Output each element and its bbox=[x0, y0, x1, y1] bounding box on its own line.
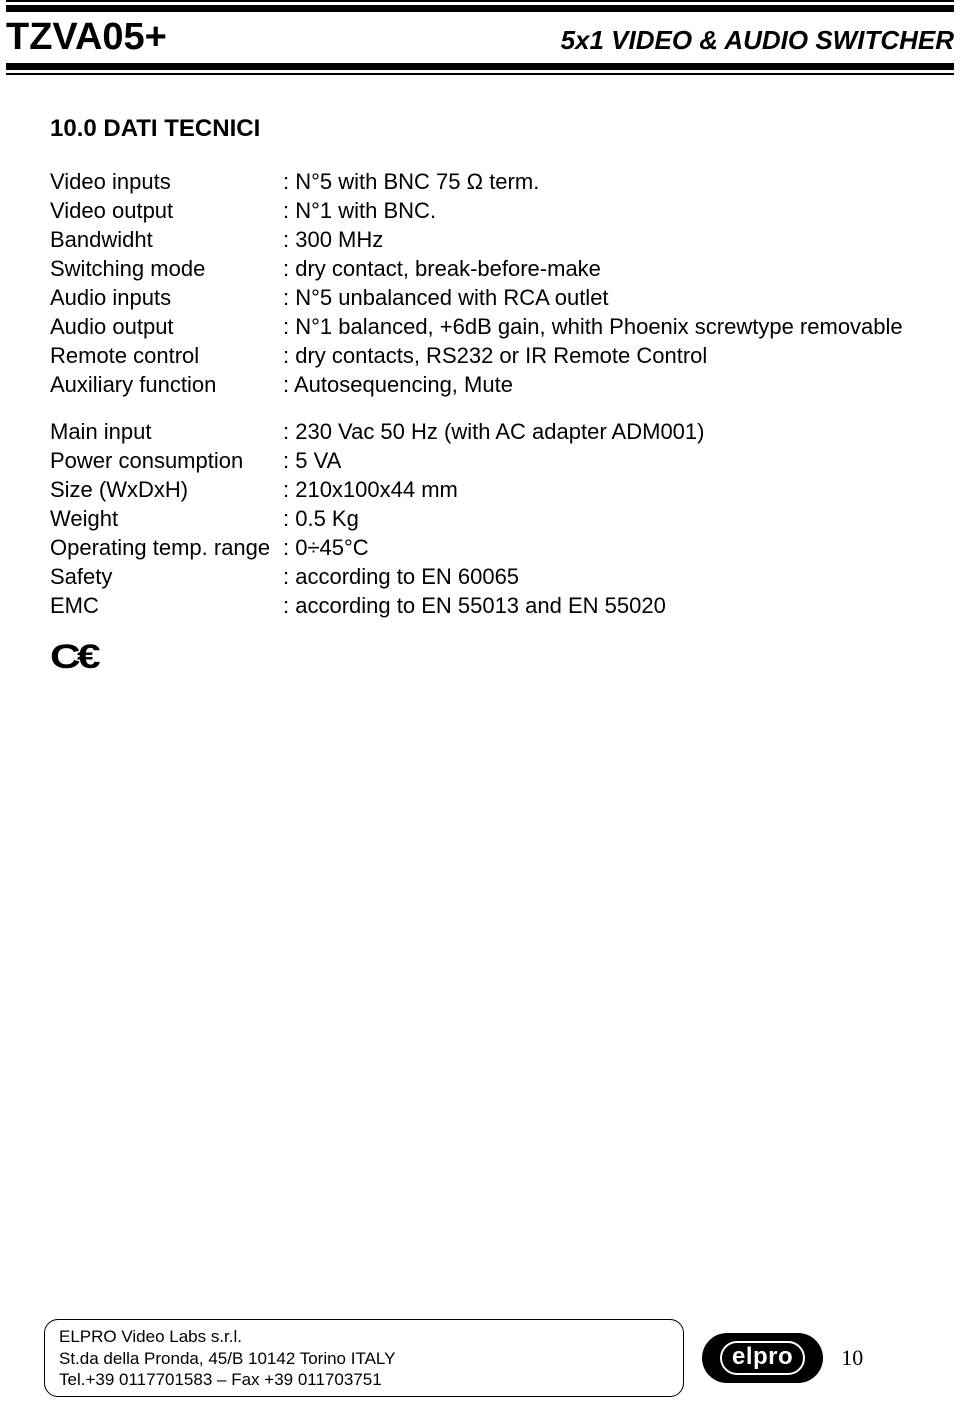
model-code: TZVA05+ bbox=[6, 16, 167, 59]
spec-row: Video output : N°1 with BNC. bbox=[50, 196, 910, 225]
rule-thick-bottom bbox=[6, 63, 954, 70]
spec-value: : dry contact, break-before-make bbox=[283, 254, 910, 283]
spec-row: Auxiliary function : Autosequencing, Mut… bbox=[50, 370, 910, 399]
spec-label: Video inputs bbox=[50, 167, 283, 196]
spec-label: Power consumption bbox=[50, 446, 283, 475]
spec-value: : 210x100x44 mm bbox=[283, 475, 910, 504]
product-subtitle: 5x1 VIDEO & AUDIO SWITCHER bbox=[561, 25, 954, 56]
rule-thin-top bbox=[6, 0, 954, 2]
spec-value: : Autosequencing, Mute bbox=[283, 370, 910, 399]
spec-block-1: Video inputs : N°5 with BNC 75 Ω term. V… bbox=[50, 167, 910, 399]
spec-value: : 300 MHz bbox=[283, 225, 910, 254]
spec-row: Safety : according to EN 60065 bbox=[50, 562, 910, 591]
footer-company: ELPRO Video Labs s.r.l. bbox=[59, 1326, 669, 1347]
spec-label: Bandwidht bbox=[50, 225, 283, 254]
spec-value: : dry contacts, RS232 or IR Remote Contr… bbox=[283, 341, 910, 370]
spec-label: Remote control bbox=[50, 341, 283, 370]
spec-value: : 5 VA bbox=[283, 446, 910, 475]
header-rules-bottom bbox=[0, 63, 960, 75]
spec-value: : N°1 balanced, +6dB gain, whith Phoenix… bbox=[283, 312, 910, 341]
spec-row: Audio output : N°1 balanced, +6dB gain, … bbox=[50, 312, 910, 341]
spec-value: : 0÷45°C bbox=[283, 533, 910, 562]
title-row: TZVA05+ 5x1 VIDEO & AUDIO SWITCHER bbox=[0, 12, 960, 63]
spec-value: : 230 Vac 50 Hz (with AC adapter ADM001) bbox=[283, 417, 910, 446]
spec-label: EMC bbox=[50, 591, 283, 620]
spec-row: Weight : 0.5 Kg bbox=[50, 504, 910, 533]
spec-row: Video inputs : N°5 with BNC 75 Ω term. bbox=[50, 167, 910, 196]
spec-value: : 0.5 Kg bbox=[283, 504, 910, 533]
footer-contact: Tel.+39 0117701583 – Fax +39 011703751 bbox=[59, 1369, 669, 1390]
spec-row: Audio inputs : N°5 unbalanced with RCA o… bbox=[50, 283, 910, 312]
section-heading: 10.0 DATI TECNICI bbox=[50, 115, 910, 143]
spec-label: Size (WxDxH) bbox=[50, 475, 283, 504]
ce-mark-icon: C€ bbox=[50, 638, 960, 677]
spec-label: Audio output bbox=[50, 312, 283, 341]
spec-row: Power consumption : 5 VA bbox=[50, 446, 910, 475]
spec-label: Main input bbox=[50, 417, 283, 446]
spec-row: Bandwidht : 300 MHz bbox=[50, 225, 910, 254]
spec-row: Switching mode : dry contact, break-befo… bbox=[50, 254, 910, 283]
footer: ELPRO Video Labs s.r.l. St.da della Pron… bbox=[44, 1319, 944, 1397]
spec-label: Auxiliary function bbox=[50, 370, 283, 399]
logo-text: elpro bbox=[720, 1341, 805, 1375]
spec-value: : N°1 with BNC. bbox=[283, 196, 910, 225]
spec-label: Safety bbox=[50, 562, 283, 591]
spec-row: EMC : according to EN 55013 and EN 55020 bbox=[50, 591, 910, 620]
footer-address: St.da della Pronda, 45/B 10142 Torino IT… bbox=[59, 1348, 669, 1369]
header-rules-top bbox=[0, 0, 960, 12]
rule-thick-top bbox=[6, 5, 954, 12]
spec-row: Remote control : dry contacts, RS232 or … bbox=[50, 341, 910, 370]
page-number: 10 bbox=[841, 1345, 863, 1371]
spec-value: : according to EN 55013 and EN 55020 bbox=[283, 591, 910, 620]
spec-row: Main input : 230 Vac 50 Hz (with AC adap… bbox=[50, 417, 910, 446]
spec-row: Size (WxDxH) : 210x100x44 mm bbox=[50, 475, 910, 504]
spec-block-2: Main input : 230 Vac 50 Hz (with AC adap… bbox=[50, 417, 910, 620]
spec-label: Switching mode bbox=[50, 254, 283, 283]
spec-label: Video output bbox=[50, 196, 283, 225]
spec-label: Operating temp. range bbox=[50, 533, 283, 562]
spec-value: : N°5 with BNC 75 Ω term. bbox=[283, 167, 910, 196]
content-area: 10.0 DATI TECNICI Video inputs : N°5 wit… bbox=[0, 75, 960, 677]
spec-label: Audio inputs bbox=[50, 283, 283, 312]
spec-row: Operating temp. range : 0÷45°C bbox=[50, 533, 910, 562]
logo-badge: elpro bbox=[702, 1333, 823, 1383]
footer-address-box: ELPRO Video Labs s.r.l. St.da della Pron… bbox=[44, 1319, 684, 1397]
spec-label: Weight bbox=[50, 504, 283, 533]
spec-value: : according to EN 60065 bbox=[283, 562, 910, 591]
spec-value: : N°5 unbalanced with RCA outlet bbox=[283, 283, 910, 312]
